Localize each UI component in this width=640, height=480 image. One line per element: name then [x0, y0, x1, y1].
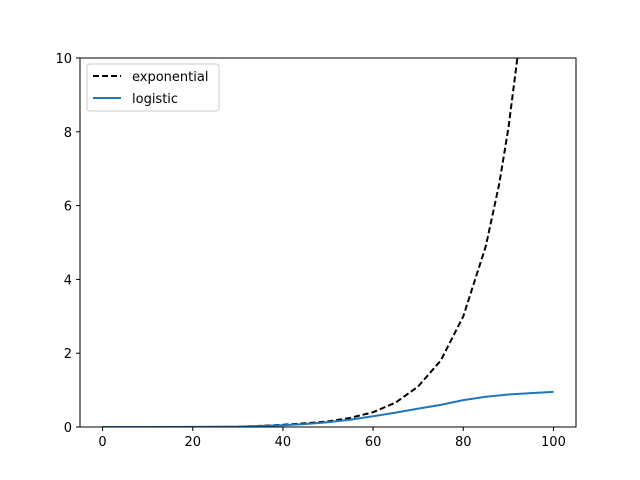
- x-tick-label: 0: [98, 435, 106, 450]
- legend-exponential-label: exponential: [132, 70, 208, 85]
- y-tick-label: 6: [64, 200, 72, 215]
- y-tick-label: 10: [55, 52, 72, 67]
- axes: 0 20 40 60 80 100 0 2 4 6 8 10: [55, 52, 565, 450]
- y-tick-label: 4: [64, 273, 72, 288]
- x-tick-label: 40: [275, 435, 292, 450]
- x-tick-label: 60: [365, 435, 382, 450]
- y-tick-label: 8: [64, 126, 72, 141]
- y-tick-label: 2: [64, 347, 72, 362]
- plot-frame: [79, 57, 577, 428]
- x-tick-label: 100: [541, 435, 566, 450]
- legend-logistic-label: logistic: [132, 92, 178, 107]
- x-tick-label: 20: [184, 435, 201, 450]
- x-tick-label: 80: [455, 435, 472, 450]
- y-tick-label: 0: [64, 421, 72, 436]
- legend: exponential logistic: [86, 63, 220, 112]
